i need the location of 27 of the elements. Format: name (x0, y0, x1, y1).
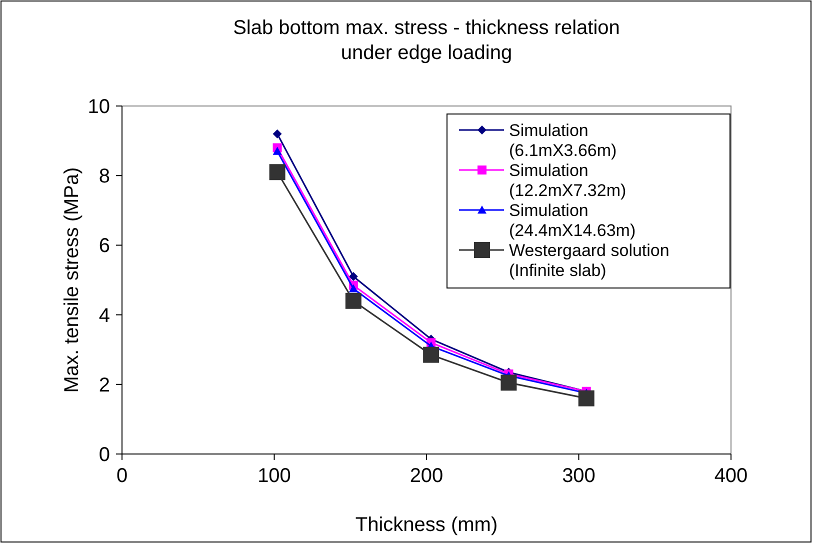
legend-label: Westergaard solution (Infinite slab) (509, 241, 670, 280)
point (345, 292, 362, 309)
point (272, 129, 282, 138)
point (578, 390, 594, 406)
legend-label: Simulation (24.4mX14.63m) (509, 201, 636, 240)
point (269, 164, 286, 180)
point (272, 146, 282, 155)
x-axis-title: Thickness (mm) (355, 514, 498, 536)
legend-label: Simulation (6.1mX3.66m) (509, 121, 617, 160)
y-tick-label: 4 (98, 304, 110, 327)
y-tick-label: 6 (98, 235, 110, 258)
x-tick-label: 400 (714, 465, 748, 487)
y-tick-label: 0 (98, 444, 110, 466)
legend-label: Simulation (12.2mX7.32m) (509, 161, 626, 200)
x-tick-label: 300 (562, 465, 596, 487)
x-tick-label: 0 (116, 465, 128, 487)
y-tick-label: 2 (98, 374, 110, 396)
point (348, 284, 358, 292)
x-tick-label: 100 (258, 465, 291, 487)
point (500, 374, 517, 391)
y-tick-label: 10 (88, 96, 110, 118)
x-tick-label: 200 (410, 465, 444, 487)
y-tick-label: 8 (98, 166, 110, 188)
y-axis-title: Max. tensile stress (MPa) (61, 167, 83, 393)
point (348, 272, 358, 282)
point (423, 346, 440, 363)
chart-title: Slab bottom max. stress - thickness relation under edge loading (233, 17, 620, 64)
